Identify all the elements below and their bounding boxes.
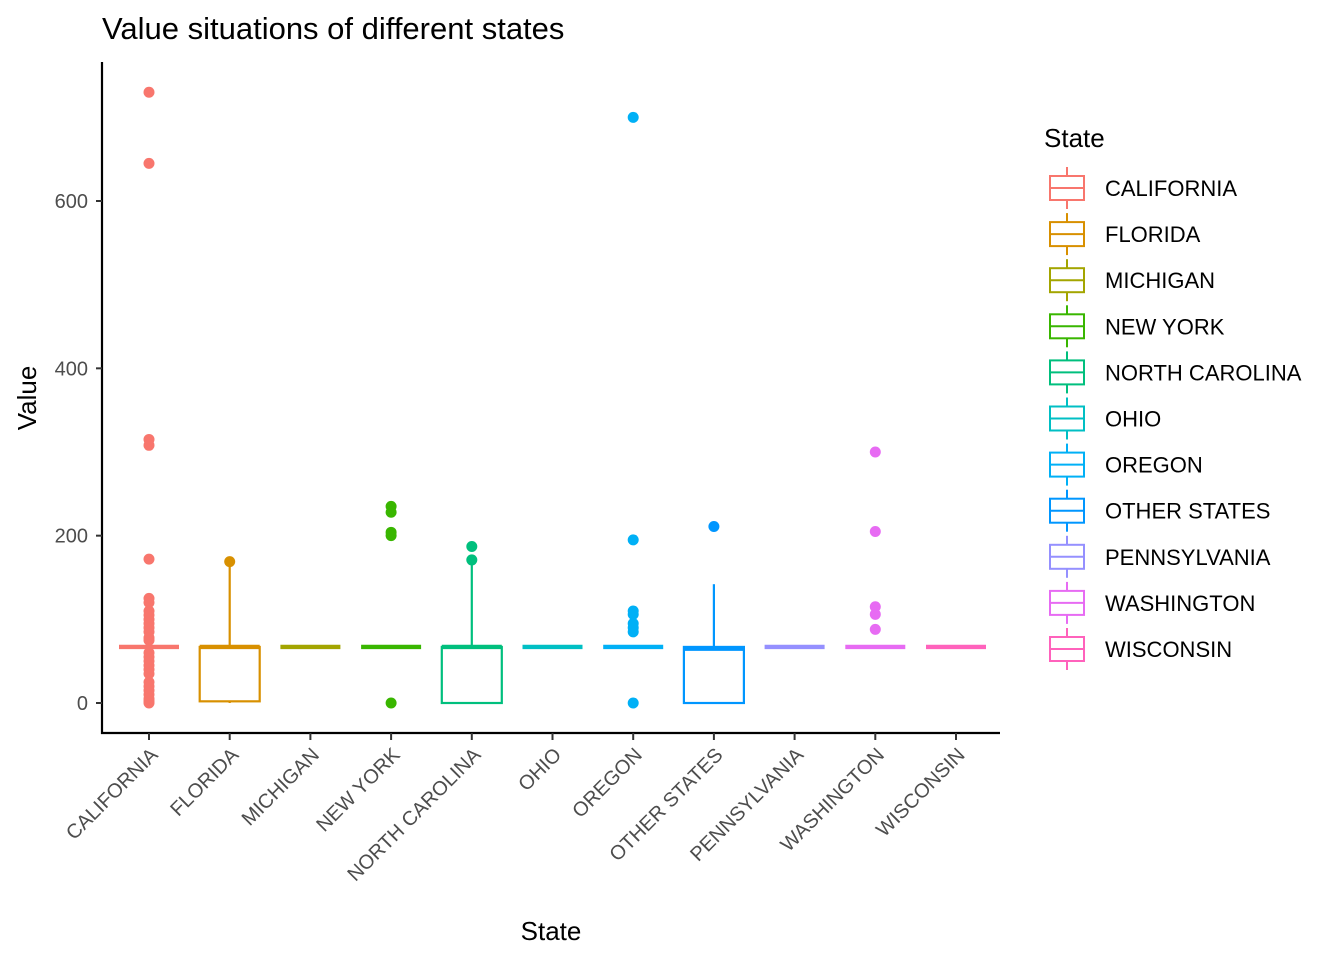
y-tick-label: 400	[55, 358, 88, 380]
legend-item: NORTH CAROLINA	[1049, 351, 1302, 394]
x-tick-label: MICHIGAN	[238, 744, 324, 830]
outlier-point	[143, 157, 155, 169]
y-axis-ticks: 0 200 400 600	[55, 191, 102, 715]
y-axis-title: Value	[12, 366, 42, 431]
outlier-point	[385, 530, 397, 542]
outlier-point	[143, 597, 155, 609]
outlier-point	[143, 439, 155, 451]
box-iqr	[682, 645, 746, 705]
box-california	[119, 86, 179, 709]
legend-title: State	[1044, 123, 1105, 153]
legend-item: OTHER STATES	[1049, 489, 1270, 532]
legend-item: WISCONSIN	[1049, 628, 1232, 670]
outlier-point	[869, 601, 881, 613]
legend-label: FLORIDA	[1105, 222, 1201, 247]
y-tick-label: 600	[55, 191, 88, 213]
chart-title: Value situations of different states	[102, 11, 564, 46]
legend-item: OREGON	[1049, 443, 1203, 486]
legend-label: OTHER STATES	[1105, 499, 1270, 524]
box-iqr	[198, 645, 261, 703]
box-other-states	[682, 520, 746, 705]
legend-item: NEW YORK	[1049, 305, 1225, 348]
outlier-point	[627, 626, 639, 638]
outlier-point	[143, 697, 155, 709]
x-axis-title: State	[521, 916, 582, 946]
legend: State CALIFORNIA FLORIDA MICHIGAN NEW YORK N…	[1044, 123, 1302, 670]
box-florida	[198, 556, 261, 703]
legend-item: WASHINGTON	[1049, 581, 1255, 624]
plot-area	[119, 86, 986, 709]
box-iqr	[440, 645, 503, 705]
x-tick-label: FLORIDA	[166, 744, 243, 821]
outlier-point	[466, 554, 478, 566]
legend-label: CALIFORNIA	[1105, 176, 1237, 201]
outlier-point	[869, 608, 881, 620]
y-tick-label: 0	[77, 693, 88, 715]
outlier-point	[627, 608, 639, 620]
outlier-point	[143, 668, 155, 680]
legend-label: MICHIGAN	[1105, 268, 1215, 293]
box-north-carolina	[440, 541, 503, 705]
outlier-point	[869, 525, 881, 537]
outlier-point	[385, 697, 397, 709]
legend-item: MICHIGAN	[1049, 259, 1215, 302]
legend-label: WASHINGTON	[1105, 591, 1255, 616]
x-tick-label: CALIFORNIA	[62, 744, 163, 845]
legend-label: NORTH CAROLINA	[1105, 360, 1302, 385]
outlier-point	[627, 534, 639, 546]
outlier-point	[143, 634, 155, 646]
legend-item: CALIFORNIA	[1049, 167, 1237, 209]
y-tick-label: 200	[55, 526, 88, 548]
box-oregon	[603, 111, 664, 709]
outlier-point	[708, 520, 720, 532]
legend-label: OHIO	[1105, 407, 1161, 432]
outlier-point	[869, 446, 881, 458]
x-tick-label: OREGON	[568, 744, 646, 822]
legend-label: OREGON	[1105, 453, 1203, 478]
legend-item: PENNSYLVANIA	[1049, 535, 1271, 578]
legend-item: FLORIDA	[1049, 213, 1201, 256]
x-tick-label: NORTH CAROLINA	[344, 744, 486, 886]
outlier-point	[143, 86, 155, 98]
outlier-point	[224, 556, 236, 568]
outlier-point	[869, 623, 881, 635]
outlier-point	[143, 553, 155, 565]
legend-label: WISCONSIN	[1105, 637, 1232, 662]
box-washington	[845, 446, 906, 650]
box-new-york	[361, 500, 422, 709]
outlier-point	[627, 697, 639, 709]
legend-label: PENNSYLVANIA	[1105, 545, 1271, 570]
legend-item: OHIO	[1049, 397, 1161, 440]
outlier-point	[385, 506, 397, 518]
outlier-point	[627, 111, 639, 123]
x-tick-label: OHIO	[514, 744, 566, 796]
outlier-point	[466, 541, 478, 553]
legend-label: NEW YORK	[1105, 314, 1225, 339]
